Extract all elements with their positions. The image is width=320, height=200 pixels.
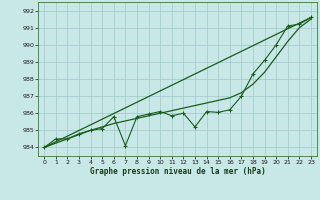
- X-axis label: Graphe pression niveau de la mer (hPa): Graphe pression niveau de la mer (hPa): [90, 167, 266, 176]
